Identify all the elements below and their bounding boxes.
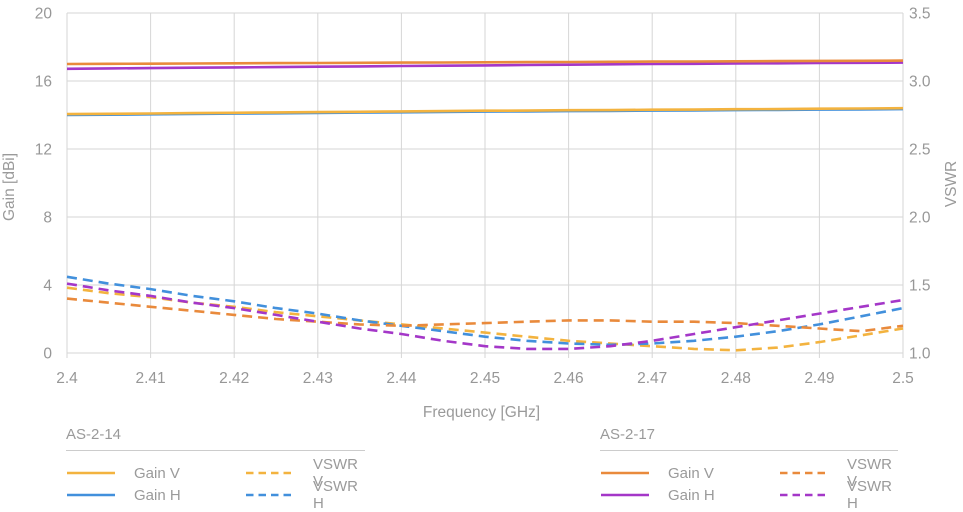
x-tick-label: 2.45 (470, 370, 500, 387)
y-left-tick-label: 8 (43, 210, 52, 227)
y-left-tick-label: 0 (43, 346, 52, 363)
x-tick-label: 2.46 (554, 370, 584, 387)
legend-label-gain-v: Gain V (668, 464, 714, 482)
legend-swatch-vswr-h (245, 485, 313, 505)
x-tick-label: 2.42 (219, 370, 249, 387)
legend-swatch-gain-v (600, 463, 668, 483)
y-axis-label-vswr: VSWR (943, 160, 960, 208)
x-tick-label: 2.5 (892, 370, 914, 387)
y-left-tick-label: 4 (43, 278, 52, 295)
series-line-as-2-17-gain-h (66, 61, 904, 71)
x-tick-label: 2.43 (303, 370, 333, 387)
legend-divider (600, 450, 898, 451)
legend-group-as-2-14: AS-2-14 Gain V VSWR V Gain H VSWR H (66, 426, 365, 512)
legend-label-vswr-v: VSWR V (313, 456, 358, 490)
series-line-as-2-14-vswr-h (66, 275, 904, 347)
legend-swatch-vswr-v (779, 463, 847, 483)
legend-group-title: AS-2-17 (600, 426, 656, 443)
legend-swatch-vswr-h (779, 485, 847, 505)
legend-items: Gain V VSWR V Gain H VSWR H (600, 456, 898, 512)
legend-items: Gain V VSWR V Gain H VSWR H (66, 456, 365, 512)
y-right-tick-label: 2.5 (909, 142, 931, 159)
legend-swatch-gain-h (66, 485, 134, 505)
y-right-tick-label: 1.0 (909, 346, 931, 363)
series-line-as-2-14-vswr-v (66, 286, 904, 352)
y-right-tick-label: 1.5 (909, 278, 931, 295)
legend-label-vswr-h: VSWR H (313, 478, 358, 512)
series-line-as-2-14-gain-v (66, 106, 904, 116)
y-right-tick-label: 2.0 (909, 210, 931, 227)
series-line-as-2-17-vswr-h (66, 282, 904, 351)
y-left-tick-label: 12 (35, 142, 52, 159)
legend-swatch-gain-v (66, 463, 134, 483)
legend-label-vswr-h: VSWR H (847, 478, 892, 512)
legend-divider (66, 450, 365, 451)
legend-label-gain-v: Gain V (134, 464, 180, 482)
legend-label-vswr-v: VSWR V (847, 456, 892, 490)
x-tick-label: 2.48 (721, 370, 751, 387)
legend-label-gain-h: Gain H (134, 486, 181, 504)
y-axis-label-gain: Gain [dBi] (1, 152, 18, 222)
x-tick-label: 2.4 (56, 370, 78, 387)
x-tick-label: 2.47 (637, 370, 667, 387)
y-left-tick-label: 16 (35, 74, 52, 91)
legend-swatch-vswr-v (245, 463, 313, 483)
legend-group-as-2-17: AS-2-17 Gain V VSWR V Gain H VSWR H (600, 426, 898, 512)
legend-swatch-gain-h (600, 485, 668, 505)
x-tick-label: 2.49 (804, 370, 834, 387)
x-axis-label-frequency: Frequency [GHz] (422, 404, 541, 421)
y-right-tick-label: 3.5 (909, 6, 931, 23)
series-line-as-2-17-vswr-v (66, 297, 904, 333)
series-line-as-2-17-gain-v (66, 59, 904, 66)
x-tick-label: 2.41 (136, 370, 166, 387)
y-left-tick-label: 20 (35, 6, 53, 23)
plot-area: 2.4 2.41 2.42 2.43 2.44 2.45 2.46 2.47 2.48 2.49 2… (35, 6, 931, 388)
x-tick-label: 2.44 (386, 370, 417, 387)
legend-group-title: AS-2-14 (66, 426, 122, 443)
y-right-tick-label: 3.0 (909, 74, 931, 91)
legend-label-gain-h: Gain H (668, 486, 715, 504)
